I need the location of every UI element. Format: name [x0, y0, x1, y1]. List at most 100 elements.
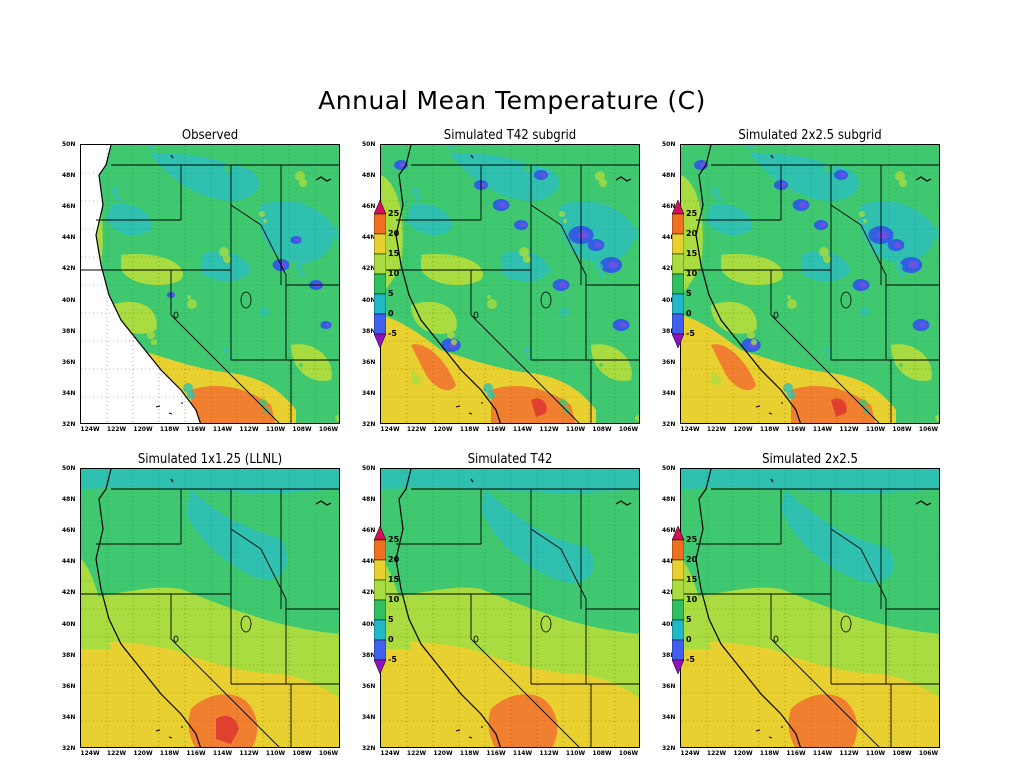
latitude-labels: 50N 48N 46N 44N 42N 40N 38N 36N 34N 32N	[62, 141, 80, 428]
lon-tick-label: 114W	[812, 426, 833, 433]
lon-tick-label: 110W	[565, 426, 586, 433]
lat-tick-label: 50N	[362, 465, 376, 472]
lat-tick-label: 50N	[662, 465, 676, 472]
lat-tick-label: 32N	[362, 744, 376, 752]
latitude-labels: 50N 48N 46N 44N 42N 40N 38N 36N 34N 32N	[662, 141, 680, 428]
lon-tick-label: 106W	[318, 750, 339, 757]
map-svg	[681, 469, 939, 747]
lon-tick-label: 110W	[265, 426, 286, 433]
map-area	[380, 144, 640, 424]
lon-tick-label: 124W	[680, 750, 700, 757]
lon-tick-label: 122W	[106, 750, 127, 757]
map-svg	[681, 145, 939, 423]
lat-tick-label: 46N	[662, 527, 676, 535]
lat-tick-label: 42N	[62, 589, 76, 597]
colorbar: 25 20 15 10 5 0 -5	[672, 526, 702, 696]
panel-title: Simulated 2x2.5	[762, 452, 858, 467]
map-svg	[381, 145, 639, 423]
lat-tick-label: 34N	[62, 713, 76, 721]
colorbar-label: 0	[388, 309, 394, 318]
map-area	[380, 468, 640, 748]
lat-tick-label: 34N	[662, 389, 676, 397]
colorbar-label: 10	[388, 595, 400, 604]
lon-tick-label: 114W	[212, 426, 233, 433]
lat-tick-label: 50N	[62, 465, 76, 472]
panel-title: Simulated T42	[467, 452, 553, 467]
lat-tick-label: 48N	[62, 172, 76, 180]
lon-tick-label: 122W	[706, 426, 727, 433]
map-panel-2x25: Simulated 2x2.5 50N 48N 46N 44N 42N 40N 38N 36N 3…	[662, 452, 940, 757]
longitude-labels: 124W 122W 120W 118W 116W 114W 112W 110W 108W 106W	[80, 750, 340, 760]
colorbar-label: 20	[686, 229, 698, 238]
lat-tick-label: 46N	[662, 203, 676, 211]
map-panel-t42_subgrid: Simulated T42 subgrid 50N 48N 46N 44N 42N 40N 3…	[362, 128, 640, 433]
lon-tick-label: 108W	[892, 426, 912, 433]
lat-tick-label: 36N	[62, 358, 76, 366]
colorbar-label: 0	[686, 635, 692, 644]
colorbar-label: 25	[388, 209, 400, 218]
colorbar-svg	[374, 526, 386, 675]
lon-tick-label: 110W	[865, 750, 886, 757]
lon-tick-label: 108W	[292, 426, 312, 433]
latitude-labels: 50N 48N 46N 44N 42N 40N 38N 36N 34N 32N	[62, 465, 80, 752]
lon-tick-label: 118W	[159, 750, 180, 757]
colorbar-label: 5	[686, 289, 692, 298]
lon-tick-label: 118W	[159, 426, 180, 433]
colorbar-label: 0	[686, 309, 692, 318]
lon-tick-label: 120W	[133, 750, 153, 757]
lon-tick-label: 108W	[592, 426, 612, 433]
colorbar-label: 25	[686, 209, 698, 218]
lat-tick-label: 48N	[362, 172, 376, 180]
lat-tick-label: 40N	[62, 620, 76, 628]
lat-tick-label: 44N	[62, 234, 76, 242]
colorbar-label: 25	[686, 535, 698, 544]
lon-tick-label: 120W	[733, 426, 753, 433]
lon-tick-label: 120W	[433, 426, 453, 433]
colorbar-label: 10	[686, 269, 698, 278]
colorbar-label: 10	[388, 269, 400, 278]
lat-tick-label: 40N	[62, 296, 76, 304]
map-panel-2x25_subgrid: Simulated 2x2.5 subgrid 50N 48N 46N 44N 42N 40…	[662, 128, 940, 433]
longitude-labels: 124W 122W 120W 118W 116W 114W 112W 110W 108W 106W	[680, 426, 940, 436]
lon-tick-label: 118W	[459, 426, 480, 433]
panel-title: Simulated 1x1.25 (LLNL)	[137, 452, 283, 467]
colorbar-label: 15	[388, 249, 400, 258]
lon-tick-label: 112W	[539, 426, 559, 433]
lon-tick-label: 114W	[512, 750, 533, 757]
lat-tick-label: 32N	[362, 420, 376, 428]
lon-tick-label: 108W	[892, 750, 912, 757]
panel-title: Simulated T42 subgrid	[443, 128, 577, 143]
lat-tick-label: 38N	[362, 327, 376, 335]
lat-tick-label: 38N	[662, 327, 676, 335]
colorbar-label: -5	[388, 655, 397, 664]
colorbar-label: 20	[388, 229, 400, 238]
colorbar-label: 15	[686, 575, 698, 584]
lat-tick-label: 48N	[662, 496, 676, 504]
colorbar-label: -5	[686, 655, 695, 664]
lat-tick-label: 40N	[362, 620, 376, 628]
lon-tick-label: 106W	[918, 750, 939, 757]
lat-tick-label: 32N	[62, 420, 76, 428]
lat-tick-label: 50N	[662, 141, 676, 148]
map-svg	[81, 469, 339, 747]
lon-tick-label: 106W	[918, 426, 939, 433]
lon-tick-label: 116W	[786, 426, 806, 433]
lon-tick-label: 116W	[786, 750, 806, 757]
figure-title: Annual Mean Temperature (C)	[318, 86, 706, 115]
latitude-labels: 50N 48N 46N 44N 42N 40N 38N 36N 34N 32N	[362, 465, 380, 752]
lat-tick-label: 34N	[662, 713, 676, 721]
lat-tick-label: 36N	[662, 358, 676, 366]
lat-tick-label: 34N	[362, 389, 376, 397]
lon-tick-label: 106W	[318, 426, 339, 433]
lon-tick-label: 110W	[865, 426, 886, 433]
lat-tick-label: 44N	[662, 234, 676, 242]
lon-tick-label: 110W	[265, 750, 286, 757]
lat-tick-label: 42N	[662, 265, 676, 273]
latitude-labels: 50N 48N 46N 44N 42N 40N 38N 36N 34N 32N	[662, 465, 680, 752]
lat-tick-label: 44N	[62, 558, 76, 566]
lat-tick-label: 42N	[362, 265, 376, 273]
lat-tick-label: 38N	[662, 651, 676, 659]
lon-tick-label: 112W	[539, 750, 559, 757]
lon-tick-label: 118W	[459, 750, 480, 757]
lon-tick-label: 116W	[186, 750, 206, 757]
